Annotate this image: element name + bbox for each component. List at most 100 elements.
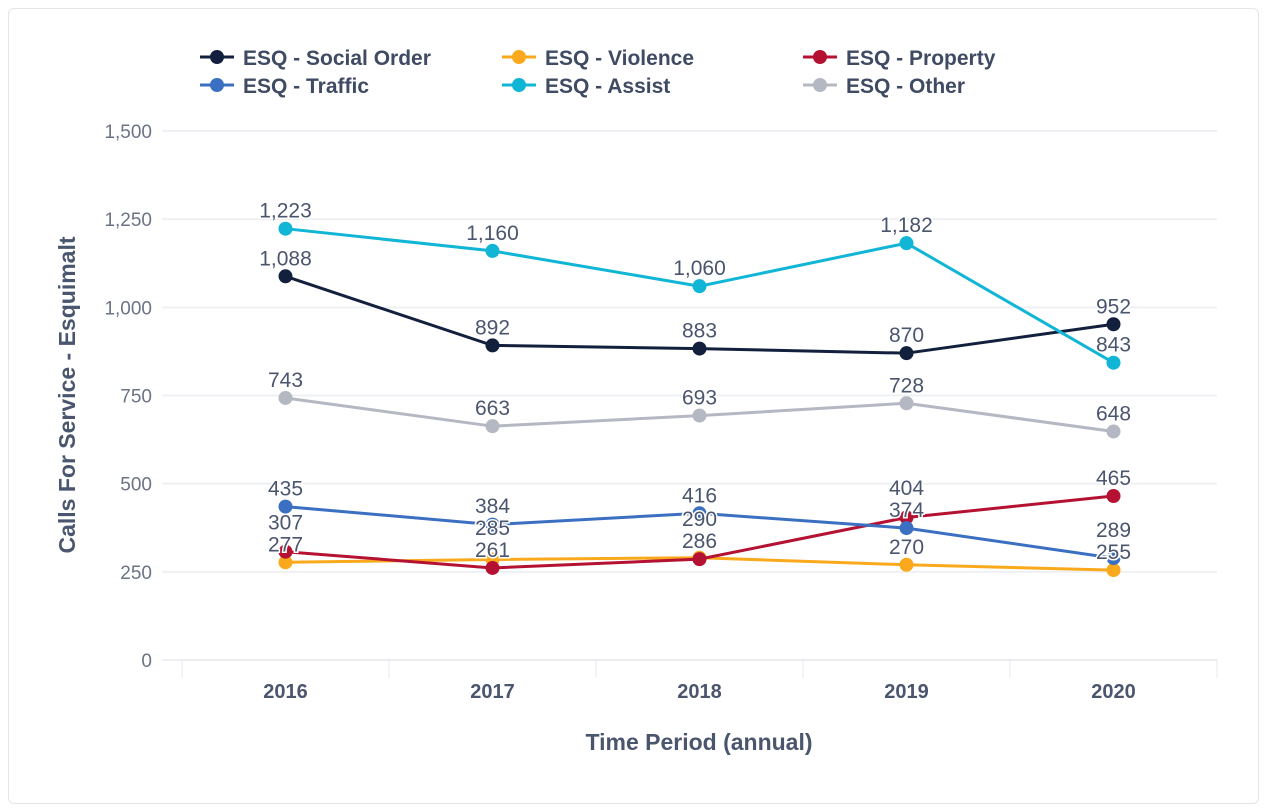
data-label: 416 <box>682 484 717 507</box>
data-label: 1,223 <box>259 200 312 223</box>
x-tick-label: 2018 <box>677 681 722 703</box>
series-esq-property <box>278 489 1121 575</box>
x-tick-label: 2017 <box>470 681 515 703</box>
data-point <box>692 279 707 294</box>
series-esq-assist <box>278 221 1121 370</box>
x-tick-label: 2016 <box>263 681 308 703</box>
x-tick-label: 2019 <box>884 681 929 703</box>
y-tick-label: 0 <box>141 651 152 672</box>
data-label: 843 <box>1096 334 1131 357</box>
series-esq-other <box>278 390 1121 439</box>
chart-card <box>8 8 1259 804</box>
data-point <box>1106 355 1121 370</box>
data-point <box>278 544 293 559</box>
data-label: 743 <box>268 369 303 392</box>
y-tick-label: 250 <box>120 563 152 584</box>
data-point <box>485 419 500 434</box>
data-point <box>485 517 500 532</box>
y-tick-label: 500 <box>120 475 152 496</box>
data-point <box>899 236 914 251</box>
data-label: 435 <box>268 478 303 501</box>
series-esq-social-order <box>278 269 1121 361</box>
data-label: 255 <box>1096 541 1131 564</box>
data-label: 870 <box>889 324 924 347</box>
data-label: 261 <box>475 539 510 562</box>
legend-item: ESQ - Other <box>803 75 965 98</box>
data-point <box>692 341 707 356</box>
legend-label: ESQ - Property <box>846 47 996 70</box>
data-point <box>899 396 914 411</box>
legend-marker-icon <box>210 78 224 92</box>
data-point <box>899 346 914 361</box>
data-point <box>1106 424 1121 439</box>
data-label: 286 <box>682 530 717 553</box>
data-point <box>278 499 293 514</box>
data-label: 289 <box>1096 519 1131 542</box>
data-label: 648 <box>1096 402 1131 425</box>
data-point <box>1106 563 1121 578</box>
legend-label: ESQ - Assist <box>545 75 670 98</box>
data-point <box>692 506 707 521</box>
x-axis-label: Time Period (annual) <box>585 729 812 755</box>
data-label: 307 <box>268 511 303 534</box>
x-axis: 2016 2017 2018 2019 2020 <box>181 659 1218 703</box>
data-point <box>1106 317 1121 332</box>
legend-marker-icon <box>512 78 526 92</box>
data-label: 1,060 <box>673 257 726 280</box>
legend-item: ESQ - Assist <box>502 75 670 98</box>
data-point <box>485 560 500 575</box>
data-label: 285 <box>475 517 510 540</box>
data-point <box>278 555 293 570</box>
data-label: 952 <box>1096 295 1131 318</box>
legend-marker-icon <box>210 50 224 64</box>
data-point <box>278 269 293 284</box>
data-label: 883 <box>682 320 717 343</box>
data-label: 1,182 <box>880 214 933 237</box>
data-point <box>278 390 293 405</box>
legend-item: ESQ - Violence <box>502 47 694 70</box>
y-axis-label: Calls For Service - Esquimalt <box>54 236 80 553</box>
data-point <box>899 557 914 572</box>
data-label: 384 <box>475 495 510 518</box>
data-point <box>899 510 914 525</box>
data-label: 1,160 <box>466 222 519 245</box>
data-label: 290 <box>682 508 717 531</box>
y-tick-label: 1,250 <box>104 210 152 231</box>
data-label: 277 <box>268 533 303 556</box>
legend-item: ESQ - Social Order <box>200 47 431 70</box>
series-esq-traffic <box>278 499 1121 566</box>
legend: ESQ - Social Order ESQ - Violence ESQ - Pr… <box>200 47 996 98</box>
data-label: 270 <box>889 536 924 559</box>
data-point <box>692 408 707 423</box>
legend-marker-icon <box>813 50 827 64</box>
data-label: 892 <box>475 316 510 339</box>
data-point <box>1106 551 1121 566</box>
data-label: 374 <box>889 499 924 522</box>
legend-marker-icon <box>512 50 526 64</box>
data-label: 663 <box>475 397 510 420</box>
legend-label: ESQ - Social Order <box>243 47 431 70</box>
data-point <box>899 521 914 536</box>
data-label: 728 <box>889 374 924 397</box>
data-label: 693 <box>682 387 717 410</box>
y-tick-label: 1,000 <box>104 298 152 319</box>
legend-label: ESQ - Traffic <box>243 75 369 98</box>
data-label: 404 <box>889 477 924 500</box>
y-tick-label: 1,500 <box>104 122 152 143</box>
data-point <box>1106 489 1121 504</box>
x-tick-label: 2020 <box>1091 681 1136 703</box>
series-group <box>278 221 1121 578</box>
data-point <box>485 243 500 258</box>
legend-item: ESQ - Property <box>803 47 996 70</box>
data-label: 465 <box>1096 467 1131 490</box>
legend-marker-icon <box>813 78 827 92</box>
data-label: 1,088 <box>259 247 312 270</box>
y-tick-label: 750 <box>120 387 152 408</box>
legend-label: ESQ - Violence <box>545 47 694 70</box>
legend-item: ESQ - Traffic <box>200 75 369 98</box>
legend-label: ESQ - Other <box>846 75 965 98</box>
data-point <box>278 221 293 236</box>
y-axis: 0 250 500 750 1,000 1,250 1,500 <box>104 122 152 672</box>
